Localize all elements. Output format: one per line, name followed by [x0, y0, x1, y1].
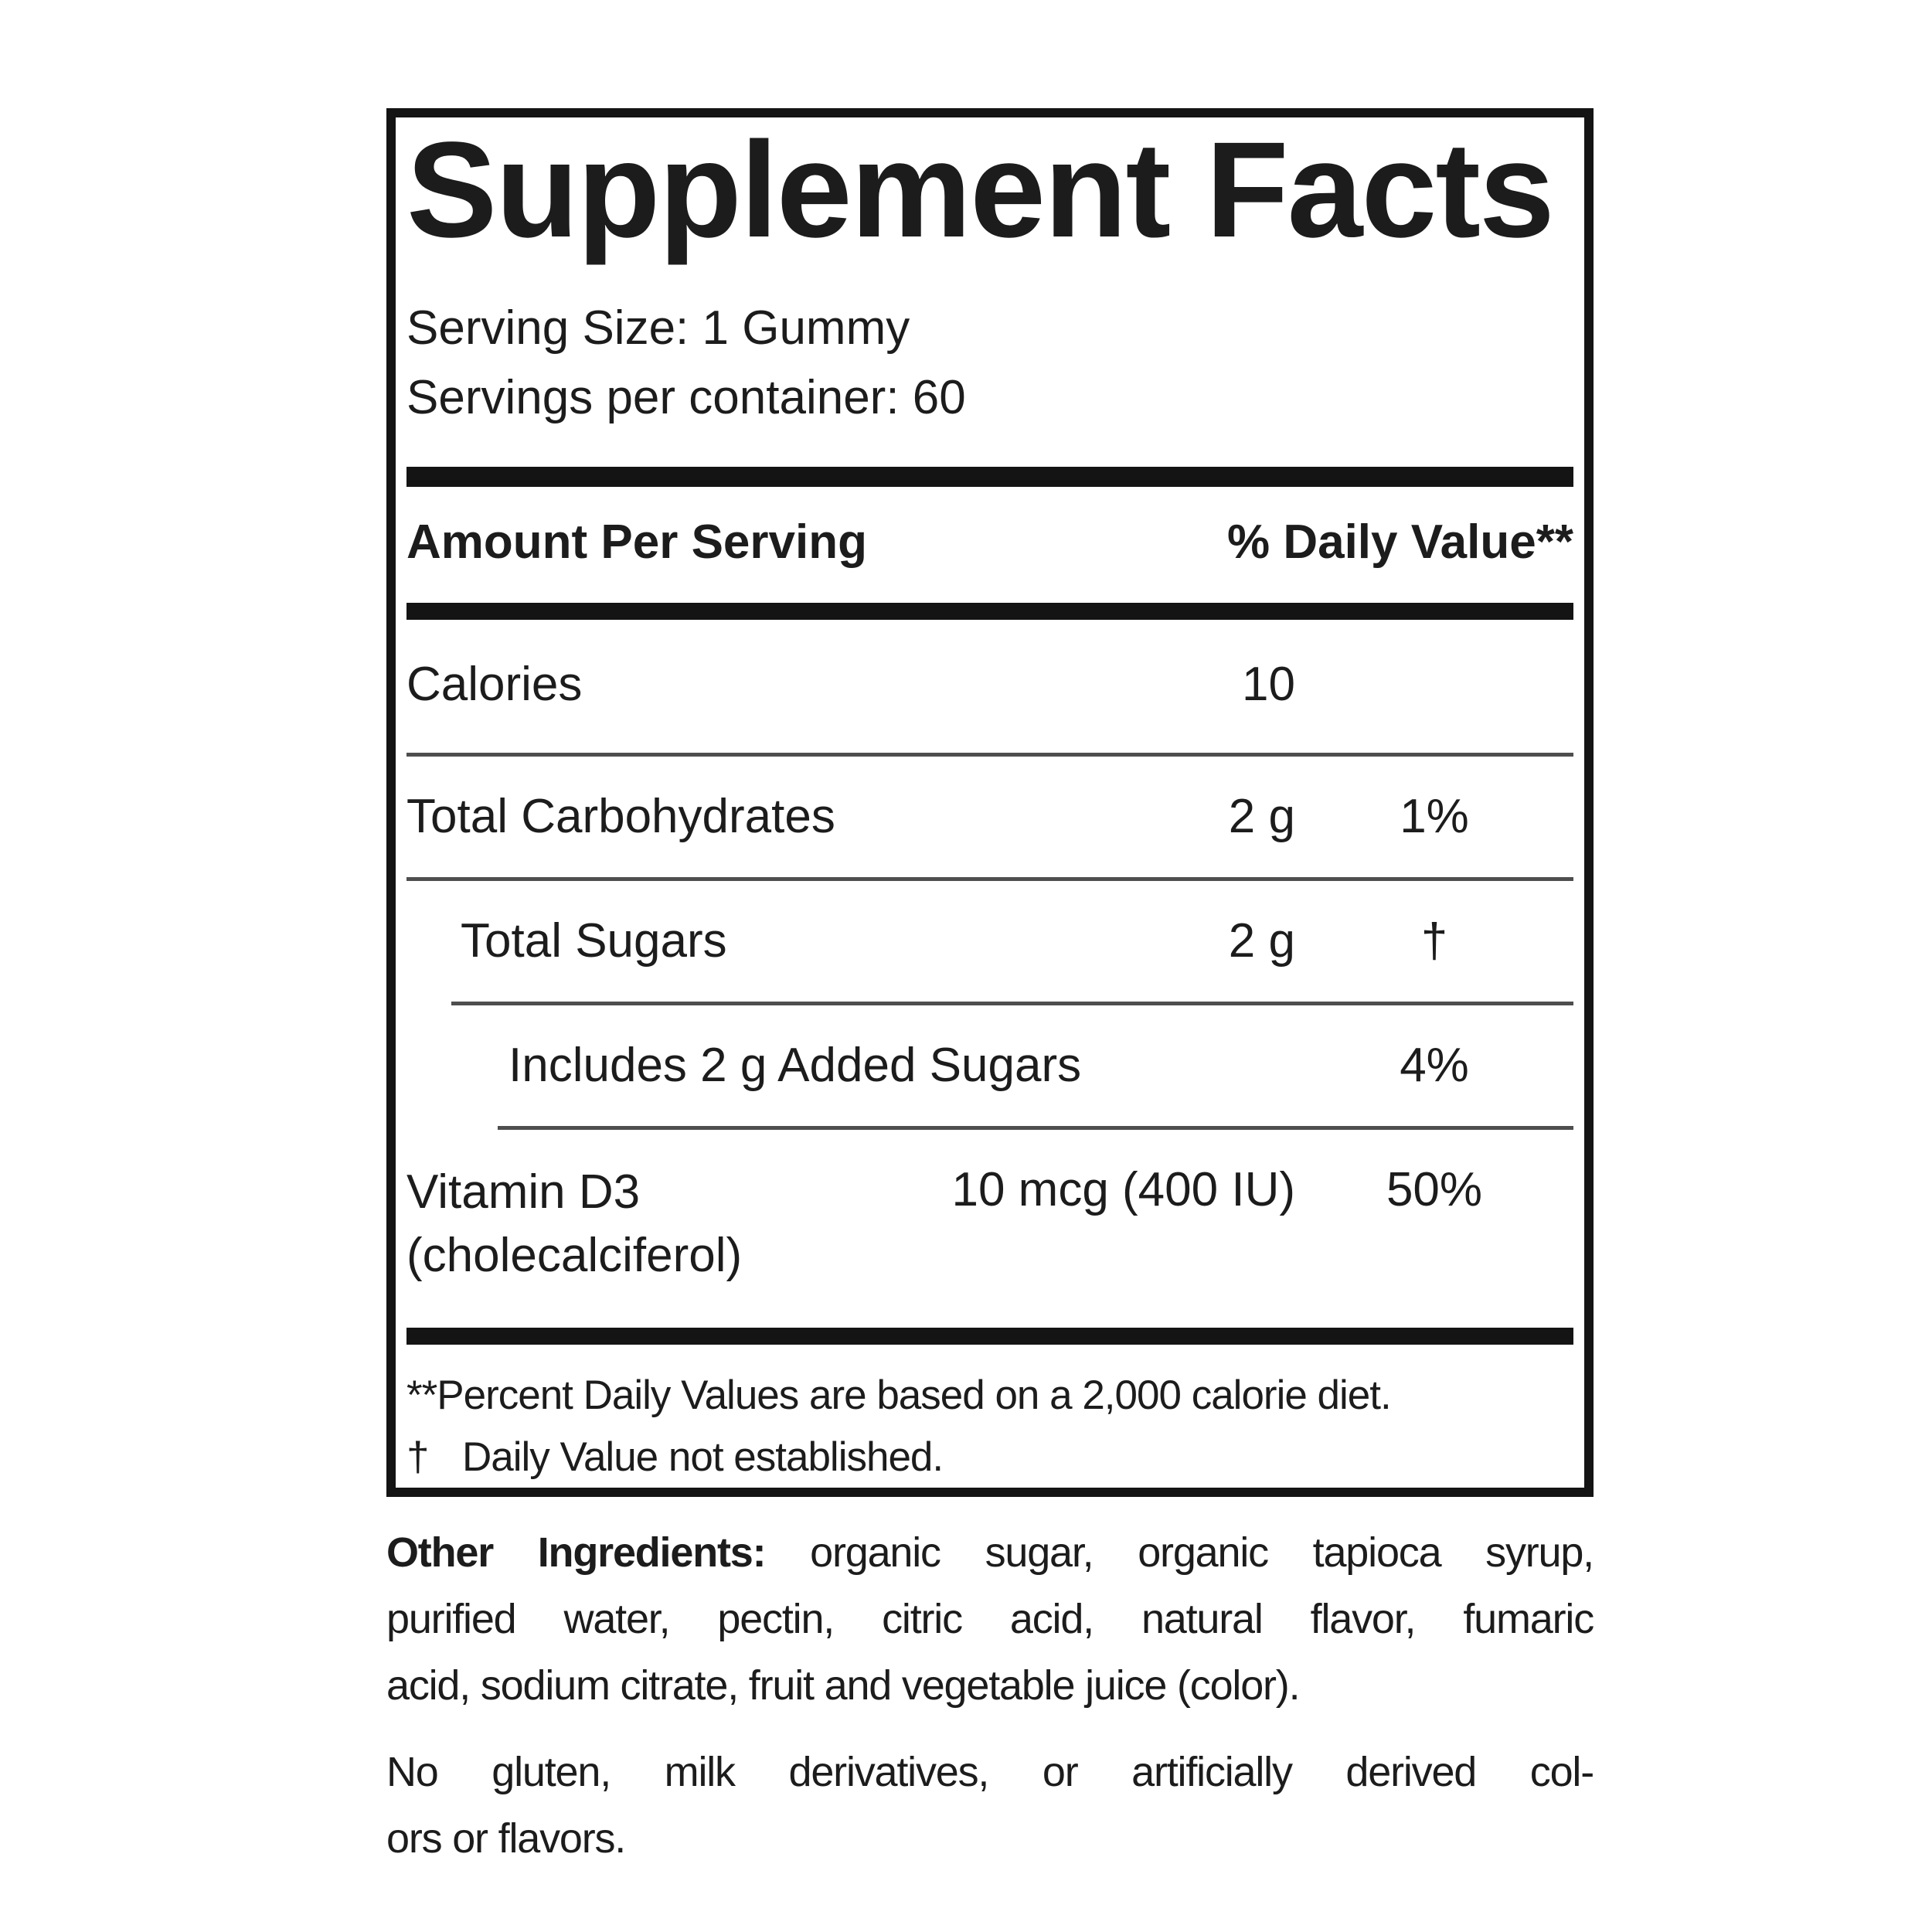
- table-row-calories: Calories 10: [406, 620, 1573, 753]
- nutrient-amount: 10 mcg (400 IU): [951, 1163, 1295, 1216]
- footnotes: **Percent Daily Values are based on a 2,…: [406, 1345, 1573, 1488]
- serving-size-text: Serving Size: 1 Gummy: [406, 301, 910, 355]
- allergen-statement-line-1: No gluten, milk derivatives, or artifici…: [386, 1749, 1594, 1795]
- dagger-footnote: † Daily Value not established.: [406, 1427, 1573, 1488]
- thin-divider: [406, 877, 1573, 881]
- daily-value-header: % Daily Value**: [1226, 515, 1573, 569]
- table-row-total-sugars: Total Sugars 2 g †: [406, 881, 1573, 1002]
- other-ingredients-line-1: Other Ingredients: organic sugar, organi…: [386, 1519, 1594, 1586]
- table-row-added-sugars: Includes 2 g Added Sugars 4%: [406, 1005, 1573, 1126]
- table-header-row: Amount Per Serving % Daily Value**: [406, 487, 1573, 603]
- serving-info: Serving Size: 1 Gummy Servings per conta…: [406, 294, 1573, 433]
- nutrient-name: Total Carbohydrates: [406, 790, 835, 843]
- thin-divider-indented: [451, 1002, 1573, 1005]
- nutrient-amount: 10: [1242, 658, 1295, 711]
- supplement-facts-panel: Supplement Facts Serving Size: 1 Gummy S…: [386, 108, 1594, 1497]
- amount-per-serving-header: Amount Per Serving: [406, 515, 867, 569]
- heavy-divider-bottom: [406, 1328, 1573, 1345]
- other-ingredients-line-2: purified water, pectin, citric acid, nat…: [386, 1596, 1594, 1642]
- table-row-total-carbohydrates: Total Carbohydrates 2 g 1%: [406, 757, 1573, 877]
- nutrient-dv: 50%: [1386, 1163, 1483, 1216]
- nutrient-name: Total Sugars: [461, 914, 727, 968]
- other-ingredients-label: Other Ingredients:: [386, 1529, 767, 1576]
- servings-per-container-text: Servings per container: 60: [406, 371, 966, 424]
- heavy-divider-under-header: [406, 603, 1573, 620]
- below-panel-text: Other Ingredients: organic sugar, organi…: [386, 1519, 1594, 1872]
- dagger-text: Daily Value not established.: [462, 1434, 944, 1480]
- heavy-divider-top: [406, 467, 1573, 487]
- allergen-statement-line-2: ors or flavors.: [386, 1815, 626, 1862]
- nutrient-name: Includes 2 g Added Sugars: [509, 1039, 1082, 1092]
- other-ingredients-line-3: acid, sodium citrate, fruit and vegetabl…: [386, 1662, 1301, 1709]
- nutrient-amount: 2 g: [1228, 914, 1295, 968]
- nutrient-name-line2: (cholecalciferol): [406, 1229, 743, 1282]
- thin-divider-indented: [498, 1126, 1573, 1130]
- dagger-symbol: †: [406, 1434, 429, 1480]
- nutrient-amount: 2 g: [1228, 790, 1295, 843]
- percent-dv-footnote: **Percent Daily Values are based on a 2,…: [406, 1372, 1392, 1418]
- nutrient-dv: †: [1420, 914, 1448, 968]
- panel-title: Supplement Facts: [406, 114, 1555, 266]
- nutrient-name: Calories: [406, 658, 583, 711]
- thin-divider: [406, 753, 1573, 757]
- other-ingredients-line-1-rest: organic sugar, organic tapioca syrup,: [810, 1529, 1594, 1576]
- nutrient-name-block: Vitamin D3 (cholecalciferol): [406, 1161, 947, 1287]
- nutrient-dv: 4%: [1400, 1039, 1469, 1092]
- nutrient-dv: 1%: [1400, 790, 1469, 843]
- nutrient-name: Vitamin D3: [406, 1165, 641, 1219]
- table-row-vitamin-d3: Vitamin D3 (cholecalciferol) 10 mcg (400…: [406, 1130, 1573, 1328]
